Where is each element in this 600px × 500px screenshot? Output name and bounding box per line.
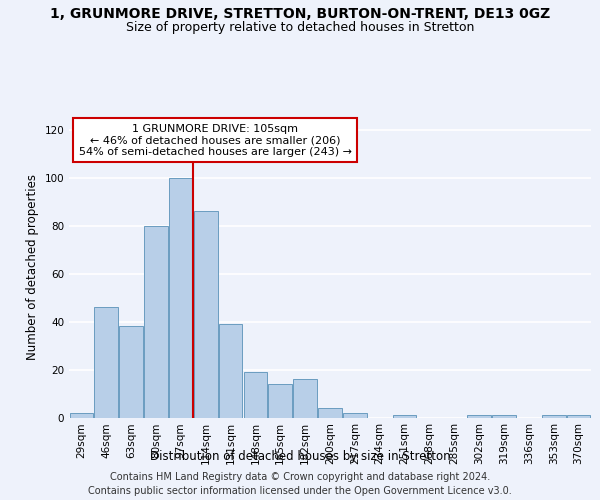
Bar [293, 379, 317, 418]
Bar [119, 326, 143, 418]
Bar [70, 412, 93, 418]
Text: 1 GRUNMORE DRIVE: 105sqm
← 46% of detached houses are smaller (206)
54% of semi-: 1 GRUNMORE DRIVE: 105sqm ← 46% of detach… [79, 124, 352, 156]
Text: Distribution of detached houses by size in Stretton: Distribution of detached houses by size … [149, 450, 451, 463]
Bar [144, 226, 168, 418]
Bar [492, 415, 516, 418]
Bar [268, 384, 292, 418]
Y-axis label: Number of detached properties: Number of detached properties [26, 174, 39, 360]
Bar [467, 415, 491, 418]
Bar [343, 412, 367, 418]
Text: Size of property relative to detached houses in Stretton: Size of property relative to detached ho… [126, 21, 474, 34]
Text: Contains public sector information licensed under the Open Government Licence v3: Contains public sector information licen… [88, 486, 512, 496]
Bar [169, 178, 193, 418]
Bar [393, 415, 416, 418]
Bar [94, 307, 118, 418]
Bar [194, 211, 218, 418]
Bar [542, 415, 566, 418]
Bar [318, 408, 342, 418]
Text: Contains HM Land Registry data © Crown copyright and database right 2024.: Contains HM Land Registry data © Crown c… [110, 472, 490, 482]
Bar [567, 415, 590, 418]
Text: 1, GRUNMORE DRIVE, STRETTON, BURTON-ON-TRENT, DE13 0GZ: 1, GRUNMORE DRIVE, STRETTON, BURTON-ON-T… [50, 8, 550, 22]
Bar [244, 372, 267, 418]
Bar [219, 324, 242, 418]
